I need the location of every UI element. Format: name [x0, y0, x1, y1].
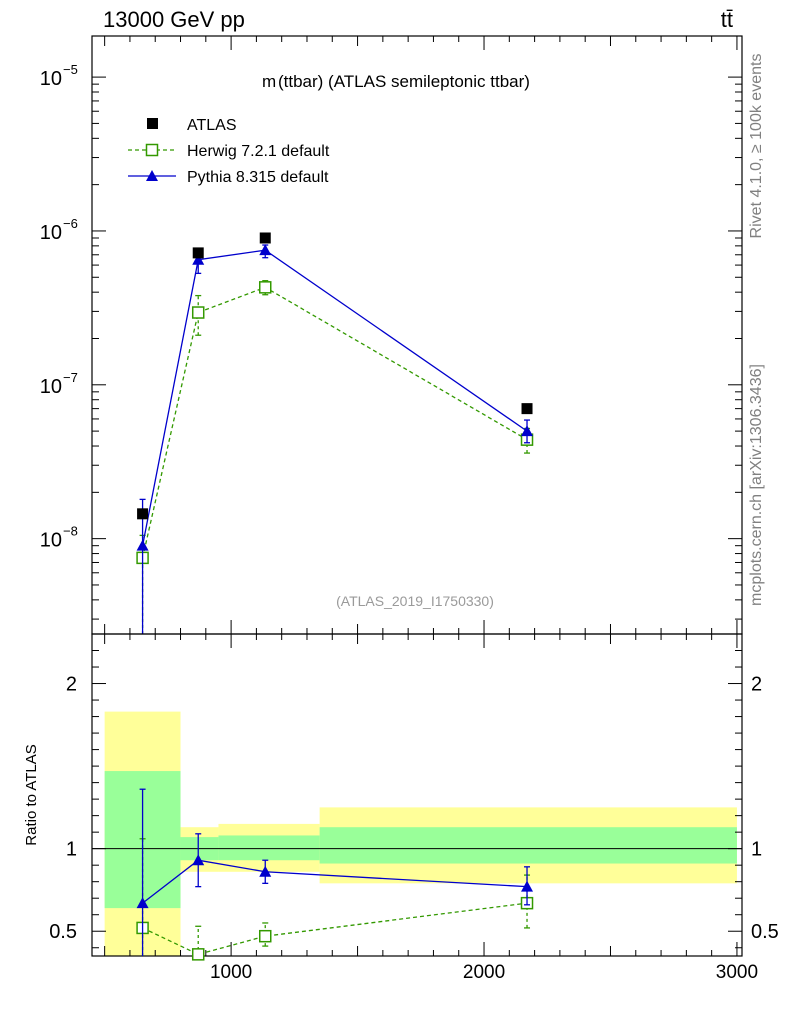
legend-pythia-label: Pythia 8.315 default — [187, 169, 329, 186]
pythia-line — [141, 249, 528, 546]
x-tick-label: 3000 — [716, 962, 758, 983]
ratio-herwig-point — [191, 948, 205, 961]
ratio-y-tick-label-right: 1 — [751, 839, 762, 861]
y-tick-exponent: −7 — [63, 370, 78, 385]
main-title: (ttbar) (ATLAS semileptonic ttbar) — [278, 72, 530, 91]
y-tick-exponent: −6 — [63, 216, 78, 231]
ratio-herwig-line — [142, 902, 528, 956]
ratio-pythia-point — [521, 880, 534, 892]
side-label-mcplots: mcplots.cern.ch [arXiv:1306.3436] — [748, 364, 765, 606]
ratio-pythia-point — [136, 897, 149, 909]
pythia-point — [259, 244, 272, 256]
ratio-y-tick-label-left: 0.5 — [49, 921, 77, 943]
legend-atlas-marker — [147, 118, 158, 129]
y-tick-label: 10 — [40, 530, 62, 552]
y-tick-label: 10 — [40, 376, 62, 398]
main-panel: m (ttbar) (ATLAS semileptonic ttbar) (AT… — [40, 35, 743, 635]
herwig-line — [141, 286, 528, 559]
x-tick-label: 1000 — [210, 962, 252, 983]
ratio-y-tick-label-right: 0.5 — [751, 921, 779, 943]
header-right: tt̄ — [721, 7, 733, 32]
legend-atlas-label: ATLAS — [187, 117, 237, 134]
y-tick-exponent: −5 — [63, 62, 78, 77]
ratio-y-tick-label-left: 1 — [66, 839, 77, 861]
ratio-pythia-point — [192, 854, 205, 866]
ratio-pythia-point — [259, 865, 272, 877]
legend-herwig-label: Herwig 7.2.1 default — [187, 143, 330, 160]
herwig-point — [258, 281, 272, 294]
ratio-ylabel: Ratio to ATLAS — [23, 744, 40, 845]
legend-pythia-marker — [146, 170, 158, 181]
atlas-point — [259, 232, 271, 244]
ratio-y-tick-label-right: 2 — [751, 674, 762, 696]
atlas-point — [521, 403, 533, 415]
pythia-point — [192, 253, 205, 265]
legend-herwig-marker — [145, 143, 159, 157]
atlas-point — [137, 508, 149, 520]
pythia-point — [521, 425, 534, 437]
ratio-frame — [91, 633, 743, 957]
ratio-band-inner — [319, 827, 737, 864]
ratio-panel: Ratio to ATLAS 1000 2000 3000 0.5 0.5 1 1 2 2 — [23, 620, 779, 983]
reference-label: (ATLAS_2019_I1750330) — [336, 593, 494, 609]
main-title-prefix: m — [262, 72, 276, 91]
atlas-point — [192, 247, 204, 259]
y-tick-label: 10 — [40, 68, 62, 90]
y-tick-label: 10 — [40, 222, 62, 244]
header-left: 13000 GeV pp — [103, 7, 245, 32]
ratio-herwig-point — [258, 929, 272, 943]
legend: ATLAS Herwig 7.2.1 default Pythia 8.315 … — [128, 117, 330, 186]
herwig-point — [191, 306, 205, 319]
side-label-rivet: Rivet 4.1.0, ≥ 100k events — [748, 54, 765, 239]
x-tick-label: 2000 — [463, 962, 505, 983]
ratio-band-inner — [218, 835, 320, 861]
pythia-point — [136, 539, 149, 551]
y-tick-exponent: −8 — [63, 524, 78, 539]
ratio-y-tick-label-left: 2 — [66, 674, 77, 696]
ratio-pythia-line — [142, 859, 528, 904]
